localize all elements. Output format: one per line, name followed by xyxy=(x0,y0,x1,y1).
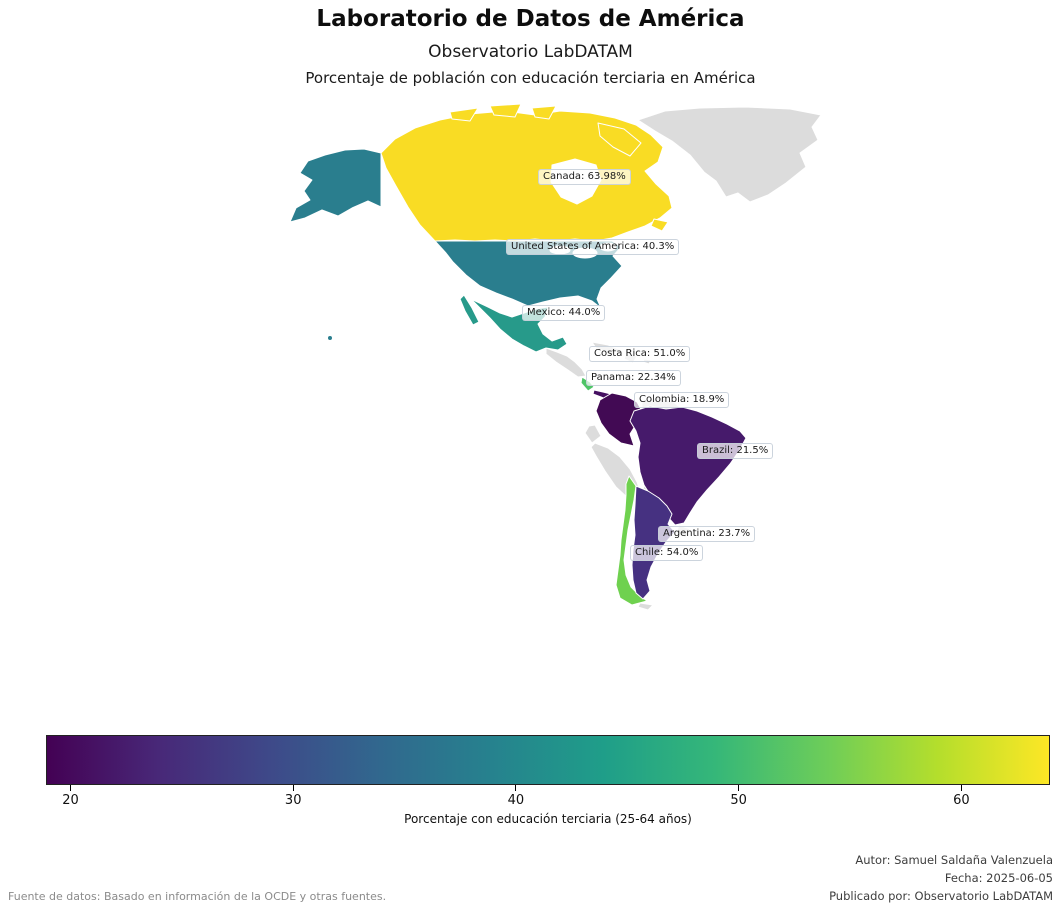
figure-title: Laboratorio de Datos de América xyxy=(316,6,745,32)
source-note: Fuente de datos: Basado en información d… xyxy=(8,890,387,903)
credit-date: Fecha: 2025-06-05 xyxy=(944,871,1053,885)
label-canada: Canada: 63.98% xyxy=(538,169,631,185)
colorbar-ticks: 20 30 40 50 60 xyxy=(46,785,1050,813)
country-mexico-baja xyxy=(459,294,480,326)
label-chile: Chile: 54.0% xyxy=(630,545,704,561)
colorbar-tick-label: 40 xyxy=(507,793,525,808)
region-tierra-del-fuego xyxy=(637,602,654,611)
label-argentina: Argentina: 23.7% xyxy=(658,526,756,542)
colorbar-tick-mark xyxy=(515,785,517,791)
credit-author: Autor: Samuel Saldaña Valenzuela xyxy=(855,853,1053,867)
country-colombia xyxy=(595,392,643,447)
region-greenland xyxy=(637,106,822,203)
country-chile xyxy=(615,475,648,606)
colorbar-tick-mark xyxy=(69,785,71,791)
colorbar-tick-label: 30 xyxy=(284,793,302,808)
region-central-america xyxy=(545,347,587,378)
label-usa: United States of America: 40.3% xyxy=(506,239,680,255)
country-usa-hawaii xyxy=(327,335,333,341)
label-brazil: Brazil: 21.5% xyxy=(697,443,774,459)
country-canada-arctic-island-3 xyxy=(531,105,557,120)
colorbar-tick-label: 50 xyxy=(730,793,747,808)
country-usa xyxy=(434,240,623,309)
colorbar-label: Porcentaje con educación terciaria (25-6… xyxy=(404,812,692,826)
label-costa-rica: Costa Rica: 51.0% xyxy=(589,346,691,362)
label-panama: Panama: 22.34% xyxy=(586,370,681,386)
country-argentina xyxy=(631,485,676,600)
country-canada-arctic-island-2 xyxy=(489,103,522,118)
country-canada-newfoundland xyxy=(650,218,669,232)
region-ecuador xyxy=(584,424,602,444)
colorbar-tick-label: 20 xyxy=(62,793,79,808)
label-colombia: Colombia: 18.9% xyxy=(634,392,730,408)
axes-title: Porcentaje de población con educación te… xyxy=(305,69,756,87)
figure-subtitle: Observatorio LabDATAM xyxy=(428,42,633,62)
label-mexico: Mexico: 44.0% xyxy=(522,305,606,321)
colorbar-tick-label: 60 xyxy=(953,793,970,808)
colorbar-gradient xyxy=(46,735,1050,785)
country-canada xyxy=(380,110,673,242)
colorbar-tick-mark xyxy=(738,785,740,791)
americas-map-svg xyxy=(289,103,822,611)
choropleth-map: Canada: 63.98% United States of America:… xyxy=(0,95,1061,735)
colorbar: 20 30 40 50 60 Porcentaje con educación terc… xyxy=(46,735,1050,835)
colorbar-tick-mark xyxy=(960,785,962,791)
credits: Autor: Samuel Saldaña Valenzuela Fecha: … xyxy=(829,851,1053,905)
country-usa-alaska xyxy=(289,148,382,223)
colorbar-tick-mark xyxy=(292,785,294,791)
credit-publisher: Publicado por: Observatorio LabDATAM xyxy=(829,889,1053,903)
country-canada-baffin-island xyxy=(597,122,642,157)
country-canada-arctic-island-1 xyxy=(449,107,479,122)
country-brazil xyxy=(629,405,747,526)
